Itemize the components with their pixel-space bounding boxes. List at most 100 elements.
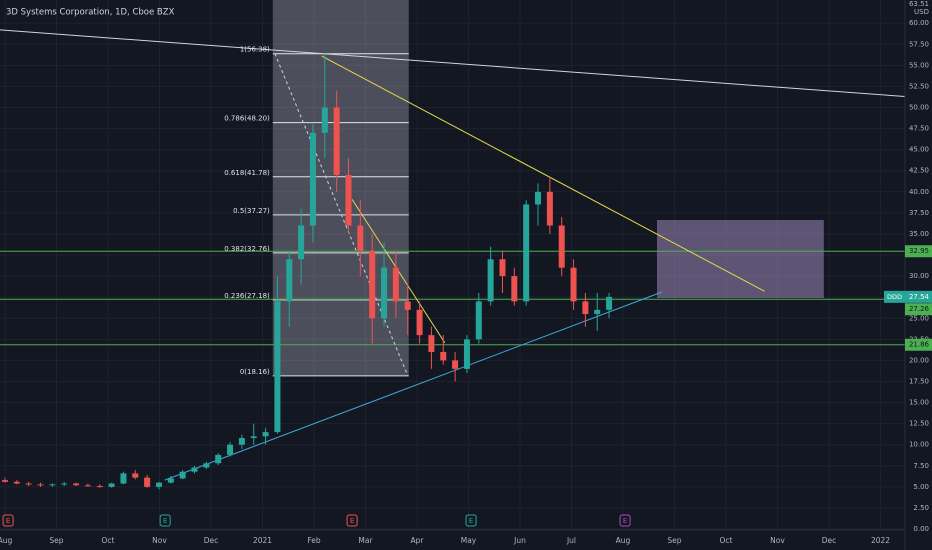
earnings-marker — [159, 514, 171, 527]
candle-body — [570, 267, 577, 302]
candle-body — [73, 483, 80, 486]
earnings-label: E — [163, 517, 167, 525]
candle-body — [250, 436, 257, 438]
x-tick-label: Sep — [667, 536, 681, 545]
fib-label: 0.382(32.76) — [224, 245, 270, 253]
candle-body — [357, 225, 364, 251]
candle-body — [487, 259, 494, 302]
candle-body — [333, 107, 340, 175]
fib-label: 0.786(48.20) — [224, 115, 270, 123]
candle-body — [49, 484, 56, 486]
y-tick-label: 35.00 — [909, 230, 929, 238]
trend-line — [321, 55, 765, 292]
x-tick-label: Apr — [410, 536, 424, 545]
x-tick-label: Oct — [720, 536, 733, 545]
earnings-marker — [619, 514, 631, 527]
candle-body — [132, 473, 139, 478]
candle-body — [369, 250, 376, 319]
candle-body — [535, 191, 542, 205]
candle-body — [167, 478, 174, 483]
candle-body — [96, 486, 103, 488]
y-tick-label: 37.50 — [909, 209, 929, 217]
fib-label: 0.618(41.78) — [224, 169, 270, 177]
earnings-marker — [465, 514, 477, 527]
candle-body — [440, 351, 447, 361]
candle-body — [144, 477, 151, 487]
candle-body — [61, 483, 68, 485]
y-tick-label: 40.00 — [909, 188, 929, 196]
candle-body — [558, 225, 565, 268]
price-label: 21.86 — [909, 341, 930, 349]
y-tick-label: 55.00 — [909, 61, 929, 69]
candle-body — [404, 301, 411, 310]
candle-body — [298, 225, 305, 260]
candle-body — [155, 482, 162, 487]
x-tick-label: Nov — [770, 536, 785, 545]
y-tick-label: 15.00 — [909, 399, 929, 407]
y-tick-label: 20.00 — [909, 356, 929, 364]
candle-body — [511, 276, 518, 302]
candle-body — [227, 444, 234, 455]
candle-body — [179, 471, 186, 479]
price-label: 32.95 — [909, 247, 929, 255]
candle-body — [25, 483, 32, 485]
candle-body — [37, 484, 44, 486]
y-tick-label: 47.50 — [909, 125, 929, 133]
candle-body — [286, 259, 293, 302]
fib-label: 0.236(27.18) — [224, 292, 270, 300]
candle-body — [108, 483, 115, 487]
candle-body — [238, 437, 245, 445]
price-label: 27.26 — [909, 305, 930, 313]
candle-body — [309, 132, 316, 226]
price-label-bg — [905, 303, 932, 316]
x-tick-label: Aug — [0, 536, 13, 545]
candle-body — [274, 301, 281, 433]
x-tick-label: Oct — [102, 536, 115, 545]
x-tick-label: Jun — [513, 536, 526, 545]
candle-body — [262, 432, 269, 437]
last-price-bg — [905, 290, 932, 303]
fib-label: 0(18.16) — [240, 368, 270, 376]
symbol-tag-bg — [884, 290, 905, 303]
earnings-label: E — [469, 517, 473, 525]
x-tick-label: Dec — [204, 536, 219, 545]
earnings-marker — [346, 514, 358, 527]
x-tick-label: 2021 — [253, 536, 272, 545]
y-tick-label: 10.00 — [909, 441, 929, 449]
candle-body — [392, 267, 399, 302]
price-label-bg — [905, 338, 932, 351]
candle-body — [499, 259, 506, 277]
y-tick-label: 25.00 — [909, 314, 929, 322]
x-tick-label: Mar — [358, 536, 373, 545]
x-tick-label: May — [461, 536, 477, 545]
candle-body — [1, 480, 8, 482]
candle-body — [428, 335, 435, 352]
trend-line — [164, 291, 662, 481]
candle-body — [381, 267, 388, 319]
x-tick-label: Aug — [616, 536, 631, 545]
price-label-bg — [905, 245, 932, 258]
y-tick-label: 50.00 — [909, 103, 929, 111]
currency: USD — [914, 8, 929, 16]
y-tick-label: 5.00 — [913, 483, 929, 491]
candle-body — [84, 485, 91, 487]
y-tick-label: 30.00 — [909, 272, 929, 280]
candle-body — [345, 174, 352, 226]
earnings-label: E — [623, 517, 627, 525]
candle-body — [475, 301, 482, 340]
candle-body — [191, 467, 198, 472]
fib-zone — [272, 0, 409, 376]
fib-label: 0.5(37.27) — [233, 207, 270, 215]
candle-body — [215, 454, 222, 464]
earnings-label: E — [350, 517, 354, 525]
target-box — [656, 220, 824, 299]
last-price: 27.54 — [909, 293, 930, 301]
candle-body — [582, 301, 589, 315]
candle-body — [203, 463, 210, 468]
candle-body — [463, 339, 470, 369]
candle-body — [546, 191, 553, 226]
chart-title: 3D Systems Corporation, 1D, Cboe BZX — [6, 8, 175, 18]
y-tick-label: 2.50 — [913, 504, 929, 512]
y-tick-label: 7.50 — [913, 462, 929, 470]
